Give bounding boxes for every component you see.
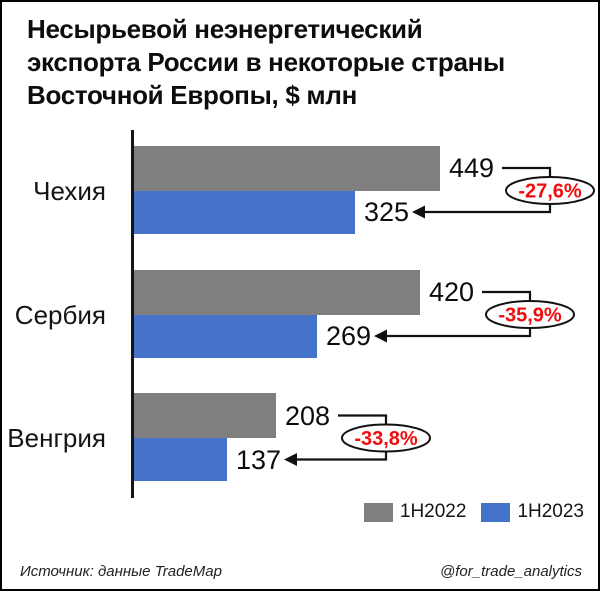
change-badge-label-1: -35,9% bbox=[498, 305, 562, 327]
legend-swatch-1h2022 bbox=[363, 502, 393, 522]
title-line-2: экспорта России в некоторые страны bbox=[27, 47, 505, 77]
category-label-2: Венгрия bbox=[7, 423, 106, 453]
y-axis-line bbox=[131, 130, 134, 498]
author-handle: @for_trade_analytics bbox=[440, 563, 582, 580]
value-label-1H2022-2: 208 bbox=[285, 400, 331, 431]
change-badge-1 bbox=[485, 300, 575, 329]
legend-label-1h2023: 1H2023 bbox=[517, 501, 584, 522]
value-label-1H2023-2: 137 bbox=[236, 444, 282, 475]
value-label-1H2022-0: 449 bbox=[449, 153, 495, 183]
legend-item-1h2023: 1H2023 bbox=[481, 501, 584, 523]
footer: Источник: данные TradeMap @for_trade_ana… bbox=[20, 563, 582, 580]
change-badge-0 bbox=[505, 176, 595, 205]
change-badge-2 bbox=[341, 423, 431, 453]
connector-arrowhead-0 bbox=[412, 205, 425, 219]
connector-arrowhead-2 bbox=[284, 453, 297, 466]
value-label-1H2023-1: 269 bbox=[326, 321, 372, 351]
connector-arrowhead-1 bbox=[374, 329, 387, 343]
bar-1H2022-1 bbox=[134, 269, 420, 315]
legend-item-1h2022: 1H2022 bbox=[363, 501, 467, 523]
bar-1H2023-1 bbox=[134, 314, 317, 358]
chart-title: Несырьевой неэнергетический экспорта Рос… bbox=[27, 13, 592, 112]
category-label-1: Сербия bbox=[14, 299, 106, 330]
bar-1H2022-2 bbox=[134, 393, 276, 438]
title-line-3: Восточной Европы, $ млн bbox=[27, 80, 357, 110]
change-badge-label-2: -33,8% bbox=[354, 428, 418, 450]
bar-1H2022-0 bbox=[134, 145, 440, 191]
bar-1H2023-0 bbox=[134, 190, 355, 234]
legend-swatch-1h2023 bbox=[481, 502, 511, 522]
bar-1H2023-2 bbox=[134, 438, 227, 481]
title-line-1: Несырьевой неэнергетический bbox=[27, 14, 423, 44]
legend: 1H2022 1H2023 bbox=[363, 501, 584, 523]
value-label-1H2023-0: 325 bbox=[364, 197, 410, 227]
category-label-0: Чехия bbox=[33, 175, 106, 206]
source-credit: Источник: данные TradeMap bbox=[20, 563, 222, 580]
legend-label-1h2022: 1H2022 bbox=[399, 501, 467, 522]
change-badge-label-0: -27,6% bbox=[518, 181, 582, 203]
value-label-1H2022-1: 420 bbox=[429, 277, 475, 307]
